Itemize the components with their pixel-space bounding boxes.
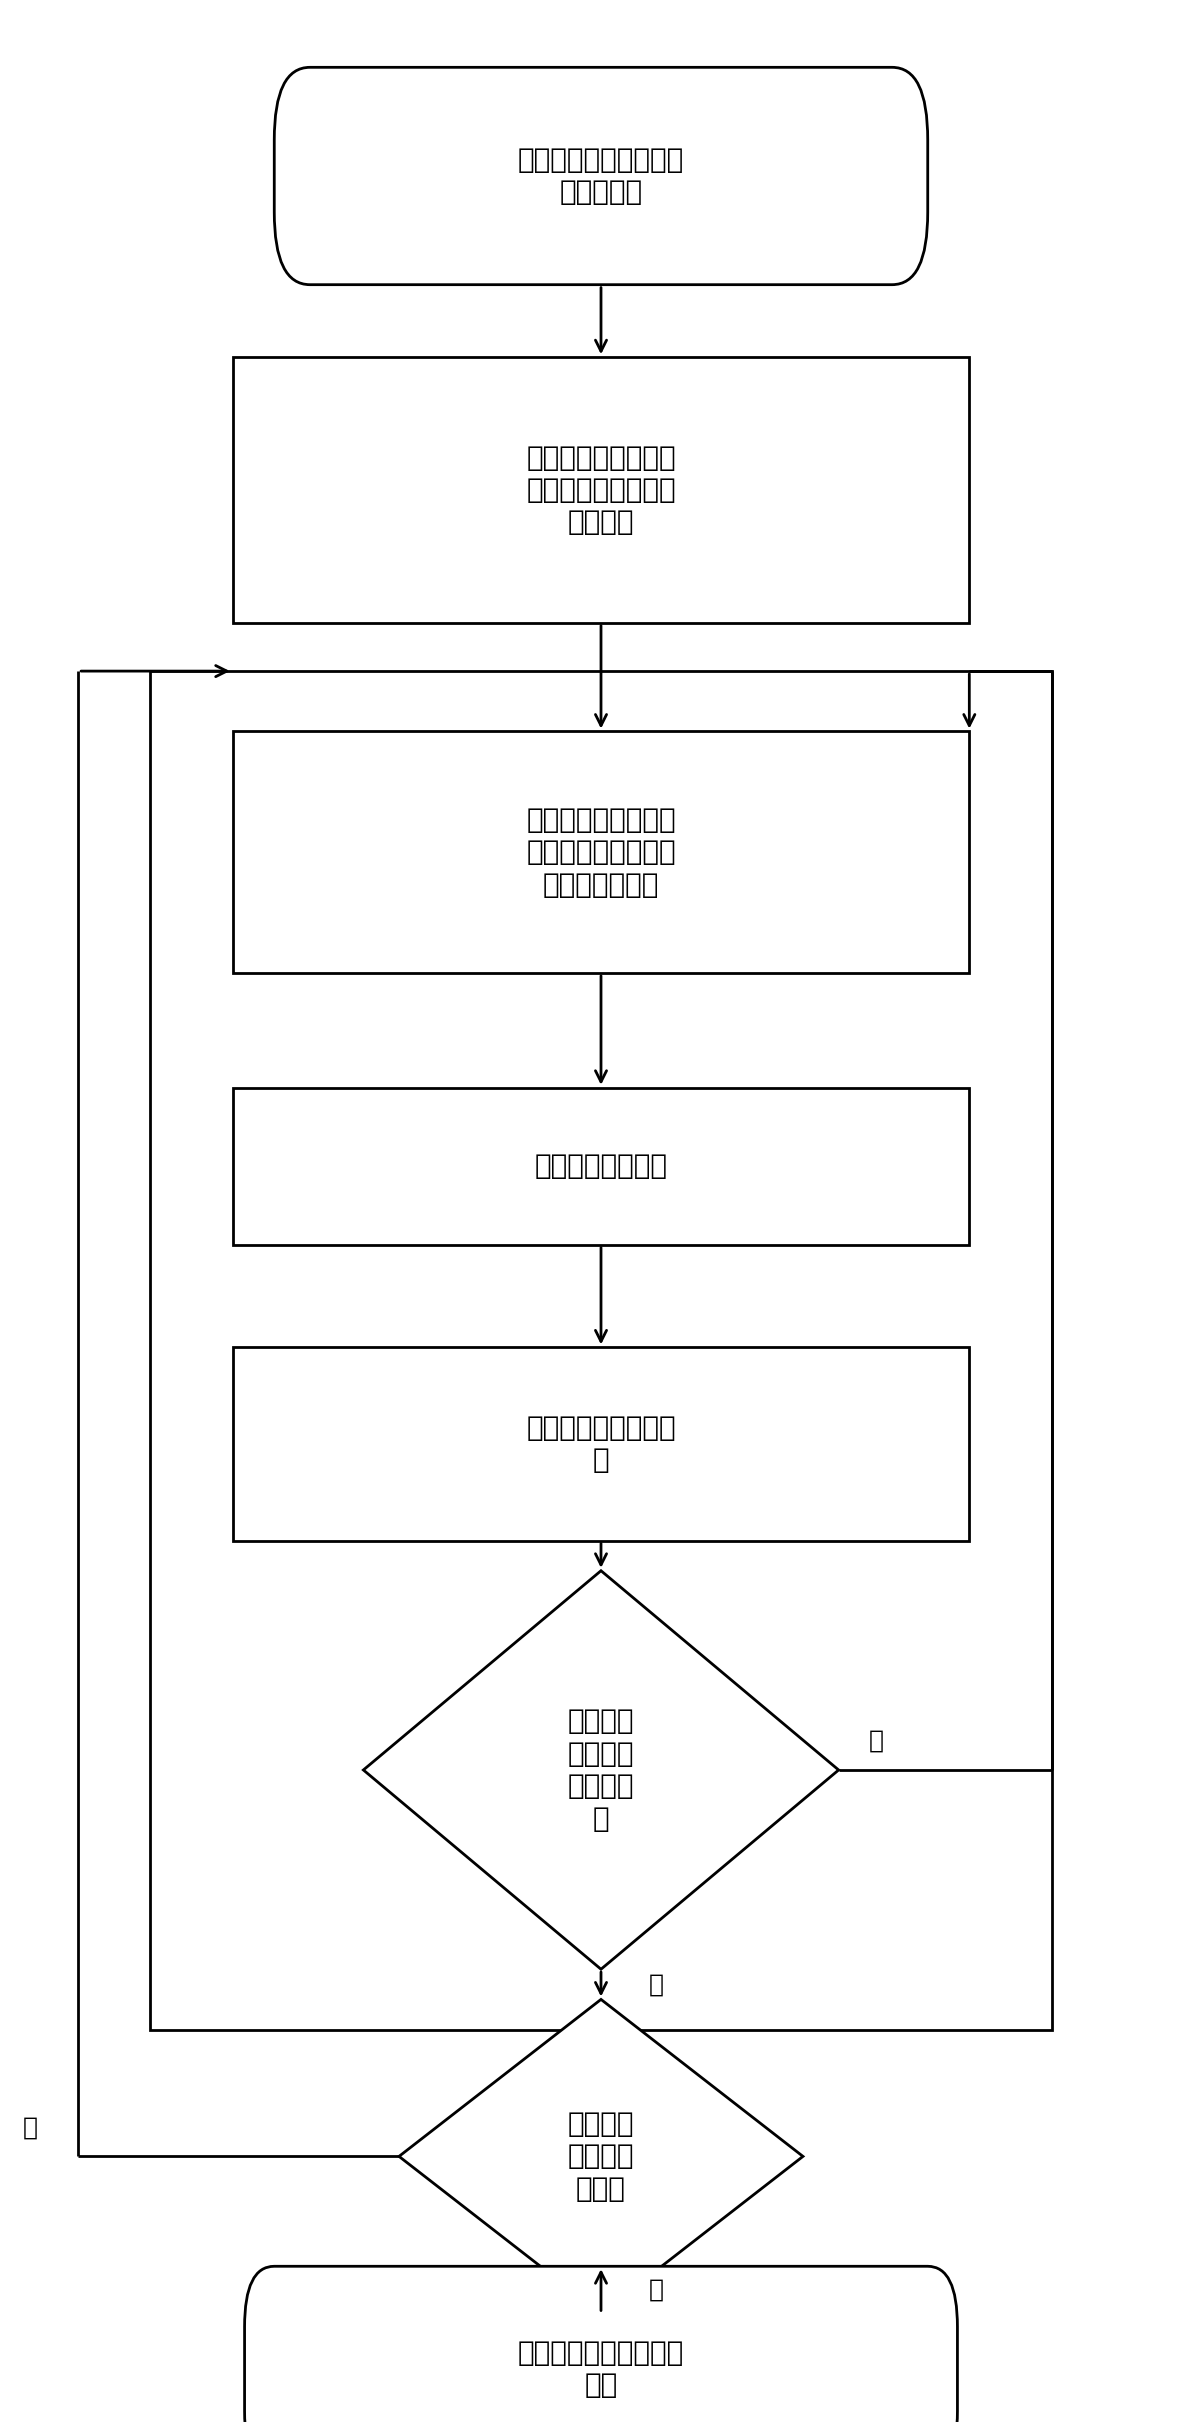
FancyBboxPatch shape — [233, 1088, 969, 1244]
Text: 否: 否 — [23, 2116, 38, 2140]
Text: 更新高分辨率物体频
谱: 更新高分辨率物体频 谱 — [526, 1414, 676, 1474]
Polygon shape — [363, 1572, 839, 1970]
FancyBboxPatch shape — [233, 357, 969, 622]
Text: 更新目标光强分布: 更新目标光强分布 — [535, 1151, 667, 1180]
Text: 获得高分辨率光强图最
优解: 获得高分辨率光强图最 优解 — [518, 2339, 684, 2400]
FancyBboxPatch shape — [233, 731, 969, 974]
Text: 截取频谱信息，进行
傅里叶变换后降采样
得目标光强分布: 截取频谱信息，进行 傅里叶变换后降采样 得目标光强分布 — [526, 806, 676, 899]
Text: 否: 否 — [868, 1729, 883, 1754]
Text: 生成通光孔径全开时的
低分辨率图: 生成通光孔径全开时的 低分辨率图 — [518, 146, 684, 206]
Text: 高分辨率
光强图是
否收敛: 高分辨率 光强图是 否收敛 — [567, 2111, 635, 2203]
Text: 是: 是 — [649, 1972, 664, 1997]
Text: 是: 是 — [649, 2278, 664, 2303]
Polygon shape — [399, 1999, 803, 2312]
FancyBboxPatch shape — [233, 1348, 969, 1540]
Text: 所有低分
辨率图都
更新过一
次: 所有低分 辨率图都 更新过一 次 — [567, 1708, 635, 1831]
FancyBboxPatch shape — [274, 68, 928, 284]
FancyBboxPatch shape — [244, 2266, 958, 2429]
Text: 对低分辨率图插値，
以其频谱作高分辨频
谱初始解: 对低分辨率图插値， 以其频谱作高分辨频 谱初始解 — [526, 445, 676, 537]
